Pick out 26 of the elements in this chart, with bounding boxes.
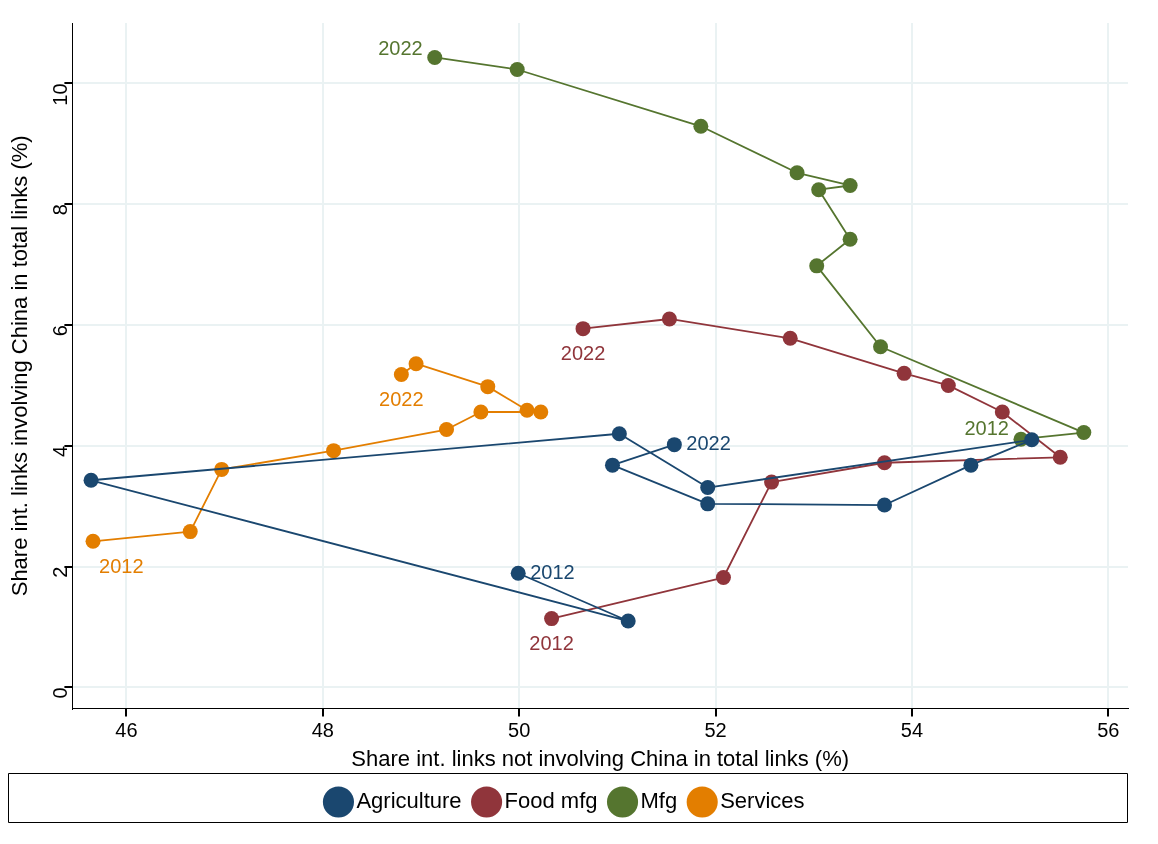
y-tick-label: 0 [48, 687, 71, 699]
x-tick-label: 54 [900, 719, 924, 742]
x-tick-label: 52 [704, 719, 727, 742]
annotation: 2022 [379, 388, 424, 411]
y-tick-label: 6 [48, 325, 71, 337]
legend-label: Mfg [640, 788, 678, 814]
annotation: 2022 [378, 36, 423, 59]
y-tick-label: 2 [48, 566, 71, 578]
x-tick-label: 50 [508, 719, 531, 742]
x-axis-title: Share int. links not involving China in total links (%) [351, 745, 850, 771]
legend-label: Agriculture [356, 788, 462, 814]
y-tick-label: 10 [48, 83, 71, 106]
annotation: 2012 [964, 416, 1009, 439]
y-axis-title: Share int. links involving China in total links (%) [7, 135, 33, 597]
x-tick-label: 48 [311, 719, 334, 742]
legend-label: Food mfg [504, 788, 598, 814]
annotation: 2022 [560, 342, 606, 365]
legend-label: Services [720, 788, 805, 814]
y-tick-label: 8 [48, 204, 71, 216]
annotation: 2012 [530, 560, 575, 583]
annotation: 2022 [686, 432, 731, 455]
x-tick-label: 56 [1097, 719, 1120, 742]
annotation: 2012 [99, 554, 144, 577]
annotation: 2012 [529, 632, 574, 655]
y-tick-label: 4 [48, 445, 71, 457]
x-tick-label: 46 [115, 719, 138, 742]
